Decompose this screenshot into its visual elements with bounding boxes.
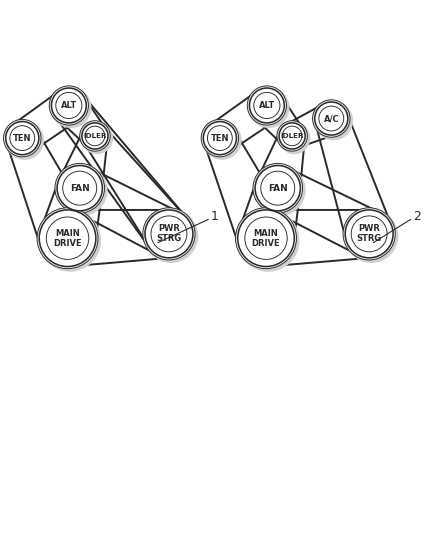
Circle shape: [238, 210, 294, 266]
Text: IDLER: IDLER: [280, 133, 304, 139]
Circle shape: [278, 122, 311, 154]
Circle shape: [151, 216, 187, 252]
Circle shape: [56, 92, 82, 118]
Text: TEN: TEN: [211, 134, 229, 143]
Circle shape: [5, 120, 44, 160]
Circle shape: [249, 87, 290, 128]
Circle shape: [63, 171, 97, 205]
Circle shape: [245, 217, 287, 260]
Circle shape: [344, 209, 398, 263]
Circle shape: [144, 209, 198, 263]
Circle shape: [202, 120, 242, 160]
Text: ALT: ALT: [259, 101, 275, 110]
Circle shape: [145, 210, 193, 258]
Text: FAN: FAN: [268, 184, 288, 192]
Circle shape: [236, 208, 297, 269]
Circle shape: [254, 92, 280, 118]
Circle shape: [49, 86, 88, 125]
Text: FAN: FAN: [70, 184, 90, 192]
Circle shape: [4, 119, 41, 157]
Circle shape: [319, 106, 344, 131]
Circle shape: [50, 87, 92, 128]
Text: TEN: TEN: [13, 134, 32, 143]
Circle shape: [82, 123, 108, 149]
Text: 1: 1: [210, 210, 218, 223]
Circle shape: [201, 119, 239, 157]
Circle shape: [55, 163, 105, 213]
Circle shape: [56, 165, 108, 216]
Circle shape: [255, 166, 300, 211]
Circle shape: [81, 122, 113, 154]
Text: PWR
STRG: PWR STRG: [156, 224, 182, 244]
Circle shape: [39, 210, 96, 266]
Text: 2: 2: [413, 210, 420, 223]
Circle shape: [247, 86, 286, 125]
Text: ALT: ALT: [61, 101, 77, 110]
Circle shape: [143, 208, 195, 260]
Circle shape: [10, 126, 35, 150]
Circle shape: [277, 120, 307, 151]
Circle shape: [39, 209, 101, 272]
Circle shape: [208, 126, 232, 150]
Circle shape: [203, 122, 237, 155]
Circle shape: [46, 217, 89, 260]
Text: IDLER: IDLER: [83, 133, 107, 139]
Circle shape: [237, 209, 300, 272]
Circle shape: [85, 126, 105, 146]
Circle shape: [6, 122, 39, 155]
Circle shape: [80, 120, 110, 151]
Circle shape: [279, 123, 305, 149]
Circle shape: [261, 171, 295, 205]
Circle shape: [57, 166, 102, 211]
Circle shape: [315, 102, 348, 135]
Text: MAIN
DRIVE: MAIN DRIVE: [252, 229, 280, 248]
Text: PWR
STRG: PWR STRG: [357, 224, 382, 244]
Circle shape: [345, 210, 393, 258]
Text: A/C: A/C: [324, 114, 339, 123]
Circle shape: [313, 100, 350, 137]
Circle shape: [343, 208, 395, 260]
Circle shape: [283, 126, 302, 146]
Circle shape: [250, 88, 284, 123]
Circle shape: [51, 88, 86, 123]
Circle shape: [37, 208, 98, 269]
Text: MAIN
DRIVE: MAIN DRIVE: [53, 229, 82, 248]
Circle shape: [254, 165, 306, 216]
Circle shape: [351, 216, 387, 252]
Circle shape: [253, 163, 303, 213]
Circle shape: [314, 101, 353, 140]
